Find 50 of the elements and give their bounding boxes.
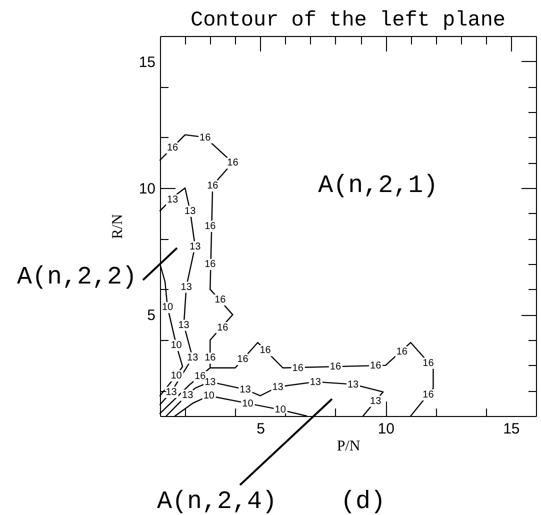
chart-title: Contour of the left plane	[190, 10, 506, 32]
annotation: 10	[170, 370, 182, 382]
annotation: 16	[370, 360, 382, 372]
annotation: 13	[182, 390, 194, 402]
annotation: 13	[178, 320, 190, 331]
annotation: 10	[203, 390, 215, 402]
annotation: A(n,2,1)	[318, 171, 438, 200]
annotation: 16	[227, 158, 239, 169]
annotation: 16	[217, 322, 229, 334]
text: A(n,2,4)	[156, 487, 278, 515]
annotation: 16	[200, 132, 212, 144]
annotation: 13	[272, 382, 284, 393]
annotation: 16	[396, 346, 408, 358]
annotation: 16	[422, 389, 434, 400]
annotation: 13	[166, 194, 179, 206]
annotation: 10	[242, 398, 254, 410]
text: A(n,2,2)	[16, 262, 137, 292]
annotation: 13	[190, 241, 202, 252]
y-axis-title: R/N	[110, 214, 126, 240]
annotation: 16	[292, 362, 304, 374]
annotation: 16	[166, 142, 179, 154]
annotation: 16	[194, 371, 206, 382]
text: (d)	[340, 487, 386, 515]
annotation: 13	[180, 282, 192, 293]
annotation: 16	[204, 352, 216, 364]
annotation: 16	[422, 358, 434, 369]
x-tick-label: 10	[378, 420, 394, 438]
x-tick-label: 15	[503, 420, 520, 438]
annotation: 13	[240, 384, 252, 396]
y-tick-label: 5	[147, 307, 156, 324]
annotation: 16	[260, 345, 272, 356]
annotation: 16	[207, 180, 219, 192]
annotation: 16	[204, 259, 216, 270]
annotation: 13	[184, 206, 196, 217]
x-tick-label: 5	[256, 420, 265, 438]
annotation: 13	[310, 376, 322, 388]
annotation: 16	[237, 354, 249, 365]
annotation: 10	[170, 340, 182, 352]
annotation: 13	[347, 379, 360, 390]
annotation: 13	[204, 376, 216, 388]
annotation: 16	[214, 294, 226, 306]
annotation: 13	[187, 352, 199, 364]
annotation: 16	[204, 221, 216, 232]
annotation: 10	[162, 302, 174, 314]
y-tick-label: 10	[138, 180, 156, 198]
x-axis-title: P/N	[336, 438, 360, 454]
annotation: 13	[166, 386, 178, 398]
y-tick-label: 15	[138, 54, 156, 71]
annotation: 13	[370, 396, 382, 407]
annotation: 16	[330, 362, 342, 373]
